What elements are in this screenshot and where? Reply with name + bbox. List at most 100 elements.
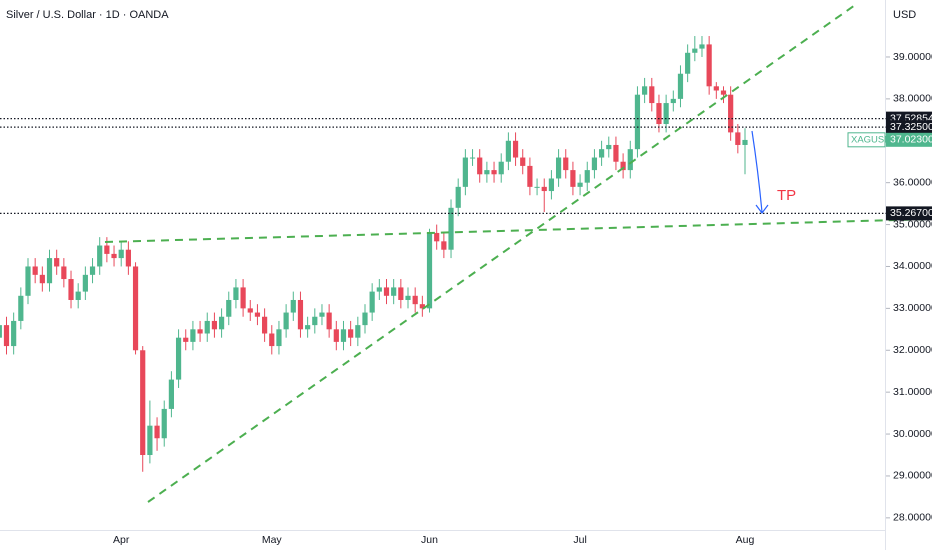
target-arrow [751, 130, 763, 213]
candle-body [505, 140, 511, 162]
candle-body [584, 170, 590, 183]
candle-body [111, 253, 117, 259]
plot [0, 36, 748, 472]
candle-body [75, 291, 81, 300]
candle-body [677, 73, 684, 99]
candle-body [132, 266, 139, 351]
candle-body [218, 316, 225, 330]
candle-body [319, 312, 325, 317]
last-price-symbol: XAGUSD [851, 134, 891, 145]
candle-body [125, 249, 131, 267]
y-tick-label: 28.00000 [893, 512, 932, 524]
candle-body [620, 161, 626, 171]
candle-body [541, 186, 547, 192]
candle-body [269, 333, 275, 347]
y-tick-label: 29.00000 [893, 470, 932, 482]
candle-body [197, 329, 203, 334]
y-tick-label: 30.00000 [893, 428, 932, 440]
candle-body [240, 287, 246, 309]
candle-body [441, 241, 447, 250]
y-tick-label: 36.00000 [893, 176, 932, 188]
candle-body [426, 232, 433, 309]
candle-body [735, 132, 741, 145]
candle-body [534, 186, 540, 188]
candle-body [369, 291, 375, 313]
candle-body [656, 103, 662, 125]
candle-body [118, 249, 124, 259]
candle-body [362, 312, 368, 326]
trend-line [104, 218, 932, 243]
candle-body [419, 304, 425, 309]
y-tick-label: 39.00000 [893, 51, 932, 63]
candle-body [477, 157, 483, 175]
candle-body [498, 161, 504, 175]
candle-body [154, 425, 160, 439]
candle-body [54, 258, 60, 267]
y-tick-label: 33.00000 [893, 302, 932, 314]
candle-body [742, 139, 748, 145]
candle-body [649, 86, 655, 104]
candle-body [283, 312, 289, 330]
candle-body [591, 157, 598, 171]
candle-body [348, 329, 354, 338]
candle-body [161, 408, 167, 439]
candle-body [642, 86, 648, 95]
candle-body [606, 144, 612, 150]
candle-body [555, 157, 562, 179]
candle-body [312, 316, 318, 326]
y-tick-label: 32.00000 [893, 344, 932, 356]
candle-body [140, 350, 146, 456]
chart-title: Silver / U.S. Dollar · 1D · OANDA [6, 9, 169, 21]
candle-body [333, 329, 339, 342]
candle-body [204, 320, 210, 334]
candle-body [326, 312, 332, 330]
candle-body [376, 287, 382, 292]
candle-body [699, 44, 705, 49]
candle-body [527, 165, 533, 187]
candle-body [577, 182, 583, 187]
candle-body [0, 325, 2, 338]
price-line-label: 35.26700 [890, 207, 932, 219]
target-arrow-head [755, 204, 769, 214]
candle-body [455, 186, 461, 208]
candle-body [297, 299, 304, 330]
candle-body [97, 245, 103, 267]
candle-body [448, 207, 454, 250]
candle-body [190, 329, 196, 342]
candle-body [226, 299, 232, 317]
candle-body [563, 157, 569, 171]
candle-body [685, 52, 691, 74]
candle-body [3, 325, 10, 347]
candle-body [305, 325, 311, 330]
candle-body [613, 144, 619, 162]
last-price-tag [847, 132, 886, 148]
candle-body [728, 94, 734, 133]
candle-body [634, 94, 641, 150]
price-line-tag [886, 120, 932, 135]
candle-body [89, 266, 96, 275]
candle-body [32, 266, 38, 275]
x-tick-label: Aug [736, 534, 755, 546]
y-tick-label: 35.00000 [893, 218, 932, 230]
candle-body [412, 295, 418, 305]
candle-body [175, 337, 182, 380]
y-tick-label: 31.00000 [893, 386, 932, 398]
candle-body [663, 103, 669, 125]
y-tick-label: 38.00000 [893, 93, 932, 105]
tp-annotation: TP [777, 187, 796, 204]
last-price-label: 37.02300 [890, 134, 932, 146]
candle-body [599, 149, 605, 158]
candle-body [491, 170, 497, 175]
candle-body [484, 170, 490, 175]
candle-body [46, 258, 53, 284]
candle-body [434, 232, 440, 242]
candle-body [512, 140, 519, 158]
candle-body [262, 316, 268, 334]
candle-body [627, 149, 633, 171]
candle-body [25, 266, 31, 296]
candle-body [520, 157, 526, 166]
candle-body [692, 48, 698, 53]
candle-body [104, 245, 110, 254]
